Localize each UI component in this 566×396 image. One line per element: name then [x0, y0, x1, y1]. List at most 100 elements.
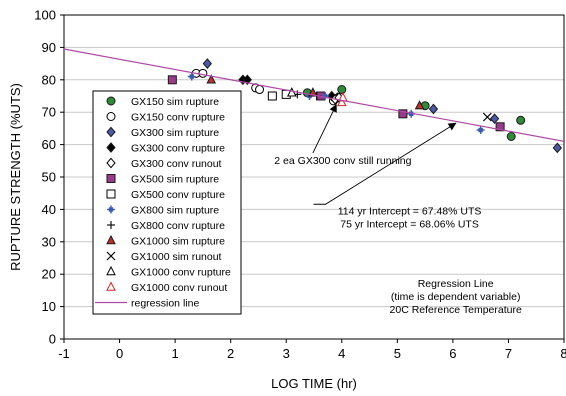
- x-tick-label: 1: [171, 346, 178, 361]
- data-point: [321, 92, 330, 100]
- data-point: [495, 122, 505, 132]
- legend-label: GX150 conv rupture: [131, 112, 225, 124]
- y-tick-label: 20: [42, 267, 56, 282]
- x-tick-label: 0: [116, 346, 123, 361]
- series-13: [63, 48, 565, 142]
- legend-entry: GX1000 sim rupture: [106, 234, 225, 248]
- x-tick-label: 2: [227, 346, 234, 361]
- legend-marker: [106, 265, 116, 276]
- data-point: [516, 115, 526, 125]
- data-point: [398, 109, 408, 119]
- annotation-text: (time is dependent variable): [391, 291, 521, 303]
- legend-label: GX800 conv rupture: [131, 220, 225, 232]
- y-tick-label: 60: [42, 137, 56, 152]
- legend-label: GX300 conv rupture: [131, 143, 225, 155]
- legend-marker: [106, 174, 116, 183]
- annotation-arrow: [313, 122, 457, 205]
- y-tick-label: 90: [42, 40, 56, 55]
- legend-entry: GX1000 conv runout: [106, 281, 227, 294]
- legend-entry: GX300 conv rupture: [106, 142, 225, 155]
- legend-label: GX500 conv rupture: [131, 189, 225, 201]
- data-point: [206, 74, 217, 84]
- y-tick-label: 70: [42, 105, 56, 120]
- series-9: [206, 74, 425, 110]
- regression-line: [63, 48, 565, 142]
- x-axis-title: LOG TIME (hr): [271, 376, 357, 391]
- y-tick-label: 100: [34, 8, 56, 23]
- legend-marker: [106, 142, 116, 153]
- y-tick-label: 0: [49, 332, 56, 347]
- legend-marker: [107, 221, 115, 229]
- legend-marker: [107, 205, 115, 214]
- x-tick-label: 5: [394, 346, 401, 361]
- legend-entry: GX1000 sim runout: [106, 251, 222, 263]
- legend-label: GX300 conv runout: [131, 158, 222, 170]
- x-tick-label: 8: [560, 346, 566, 361]
- legend-label: GX1000 sim runout: [131, 251, 222, 263]
- legend-entry: GX1000 conv rupture: [106, 265, 231, 279]
- annotation-text: Regression Line: [418, 278, 494, 290]
- series-0: [302, 85, 526, 141]
- data-point: [198, 68, 208, 78]
- legend-label: GX500 sim rupture: [131, 174, 219, 186]
- legend-marker: [106, 96, 116, 106]
- y-tick-label: 40: [42, 202, 56, 217]
- legend-marker: [106, 157, 116, 169]
- data-point: [489, 113, 500, 125]
- legend-label: GX1000 conv rupture: [131, 267, 231, 279]
- data-point: [476, 126, 485, 135]
- legend-marker: [106, 251, 116, 261]
- x-tick-label: -1: [58, 346, 70, 361]
- data-point: [286, 87, 297, 97]
- x-tick-label: 6: [449, 346, 456, 361]
- y-tick-label: 10: [42, 299, 56, 314]
- data-point: [187, 72, 196, 81]
- y-tick-label: 30: [42, 234, 56, 249]
- x-tick-label: 4: [338, 346, 345, 361]
- series-11: [286, 87, 297, 97]
- legend-label: GX1000 conv runout: [131, 282, 227, 294]
- legend-label: GX1000 sim rupture: [131, 236, 225, 248]
- legend-label: GX800 sim rupture: [131, 205, 219, 217]
- legend-marker: [106, 234, 116, 245]
- legend-label: GX300 sim rupture: [131, 127, 219, 139]
- series-2: [202, 58, 562, 154]
- series-10: [482, 112, 492, 122]
- annotation-text: 20C Reference Temperature: [390, 304, 522, 316]
- data-point: [167, 75, 177, 85]
- legend-label: regression line: [131, 298, 199, 310]
- y-tick-label: 50: [42, 170, 56, 185]
- x-tick-label: 7: [505, 346, 512, 361]
- annotation-text: 114 yr Intercept = 67.48% UTS: [338, 205, 482, 217]
- legend: GX150 sim rupture GX150 conv rupture GX300…: [92, 90, 242, 315]
- data-point: [337, 85, 347, 95]
- annotation-regression-note: Regression Line(time is dependent variab…: [390, 278, 522, 316]
- annotation-text: 75 yr Intercept = 68.06% UTS: [340, 218, 479, 230]
- legend-entry: GX800 conv rupture: [107, 220, 225, 232]
- legend-entry: regression line: [95, 298, 199, 310]
- data-point: [428, 103, 439, 115]
- legend-marker: [106, 189, 116, 199]
- annotation-running: 2 ea GX300 conv still running: [274, 103, 412, 167]
- legend-marker: [106, 281, 116, 291]
- legend-marker: [106, 112, 116, 121]
- data-point: [506, 132, 516, 141]
- legend-entry: GX800 sim rupture: [107, 205, 219, 217]
- data-point: [482, 112, 492, 122]
- y-axis-title: RUPTURE STRENGTH (%UTS): [8, 83, 23, 271]
- legend-label: GX150 sim rupture: [131, 96, 219, 108]
- data-point: [267, 91, 277, 101]
- y-tick-label: 80: [42, 72, 56, 87]
- legend-entry: GX500 sim rupture: [106, 174, 219, 186]
- legend-box: [92, 90, 242, 315]
- legend-entry: GX150 sim rupture: [106, 96, 219, 108]
- legend-entry: GX300 sim rupture: [106, 126, 219, 139]
- legend-marker: [106, 126, 116, 138]
- legend-entry: GX150 conv rupture: [106, 112, 225, 124]
- annotation-arrow: [312, 103, 337, 154]
- data-point: [414, 100, 425, 110]
